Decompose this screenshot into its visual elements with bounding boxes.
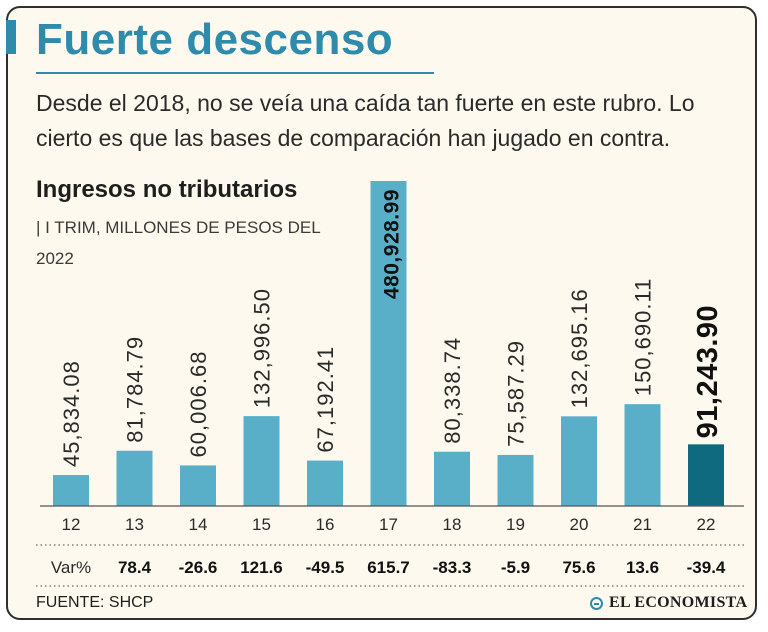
source-note: FUENTE: SHCP: [36, 594, 154, 611]
chart-bar: [434, 451, 470, 506]
bar-value-label: 132,996.50: [250, 288, 275, 408]
bar-value-label: 132,695.16: [567, 288, 592, 408]
var-value: -26.6: [179, 558, 218, 577]
chart-bar: [243, 416, 280, 506]
x-tick-label: 21: [633, 515, 652, 534]
x-tick-label: 17: [379, 515, 398, 534]
headline-rule: [36, 72, 434, 74]
x-tick-label: 19: [506, 515, 525, 534]
bar-value-label: 81,784.79: [123, 336, 148, 443]
bar-value-label: 91,243.90: [692, 305, 724, 439]
chart-subtitle: | I TRIM, MILLONES DE PESOS DEL 2022: [36, 218, 321, 268]
x-tick-label: 18: [443, 515, 462, 534]
chart-bar: [561, 416, 597, 506]
var-value: 75.6: [562, 558, 595, 577]
x-tick-label: 22: [697, 515, 716, 534]
var-value: 78.4: [118, 558, 152, 577]
var-value: 13.6: [626, 558, 659, 577]
var-value: -39.4: [687, 558, 726, 577]
chart-bar: [370, 181, 407, 506]
chart-bar: [53, 475, 89, 506]
var-value: -5.9: [501, 558, 530, 577]
x-tick-label: 20: [570, 515, 589, 534]
bar-value-label: 75,587.29: [504, 340, 529, 447]
var-row-label: Var%: [51, 558, 91, 577]
var-value: 121.6: [240, 558, 283, 577]
bar-value-label: 45,834.08: [59, 360, 84, 467]
x-tick-label: 13: [125, 515, 144, 534]
subtitle: Desde el 2018, no se veía una caída tan …: [36, 90, 695, 151]
bar-value-label: 150,690.11: [631, 278, 656, 396]
chart-bar: [116, 450, 153, 506]
x-tick-label: 15: [252, 515, 271, 534]
brand-logo-icon: [590, 596, 603, 610]
x-tick-label: 12: [62, 515, 81, 534]
x-tick-label: 16: [316, 515, 335, 534]
var-value: -49.5: [306, 558, 345, 577]
bar-value-label: 67,192.41: [313, 346, 338, 453]
var-value: 615.7: [367, 558, 410, 577]
bar-value-label: 480,928.99: [381, 189, 404, 299]
chart-bar: [307, 460, 343, 506]
accent-bar: [6, 20, 16, 54]
chart-bar: [624, 404, 661, 506]
brand-name: EL ECONOMISTA: [609, 594, 748, 611]
chart-bar: [497, 454, 534, 506]
bar-value-label: 60,006.68: [186, 351, 211, 458]
chart-title: Ingresos no tributarios: [36, 176, 298, 203]
chart-bar: [180, 465, 216, 506]
headline: Fuerte descenso: [36, 15, 394, 64]
x-tick-label: 14: [189, 515, 208, 534]
bar-value-label: 80,338.74: [440, 337, 465, 444]
var-value: -83.3: [433, 558, 472, 577]
chart-bar: [688, 444, 724, 506]
brand: EL ECONOMISTA: [590, 594, 747, 612]
